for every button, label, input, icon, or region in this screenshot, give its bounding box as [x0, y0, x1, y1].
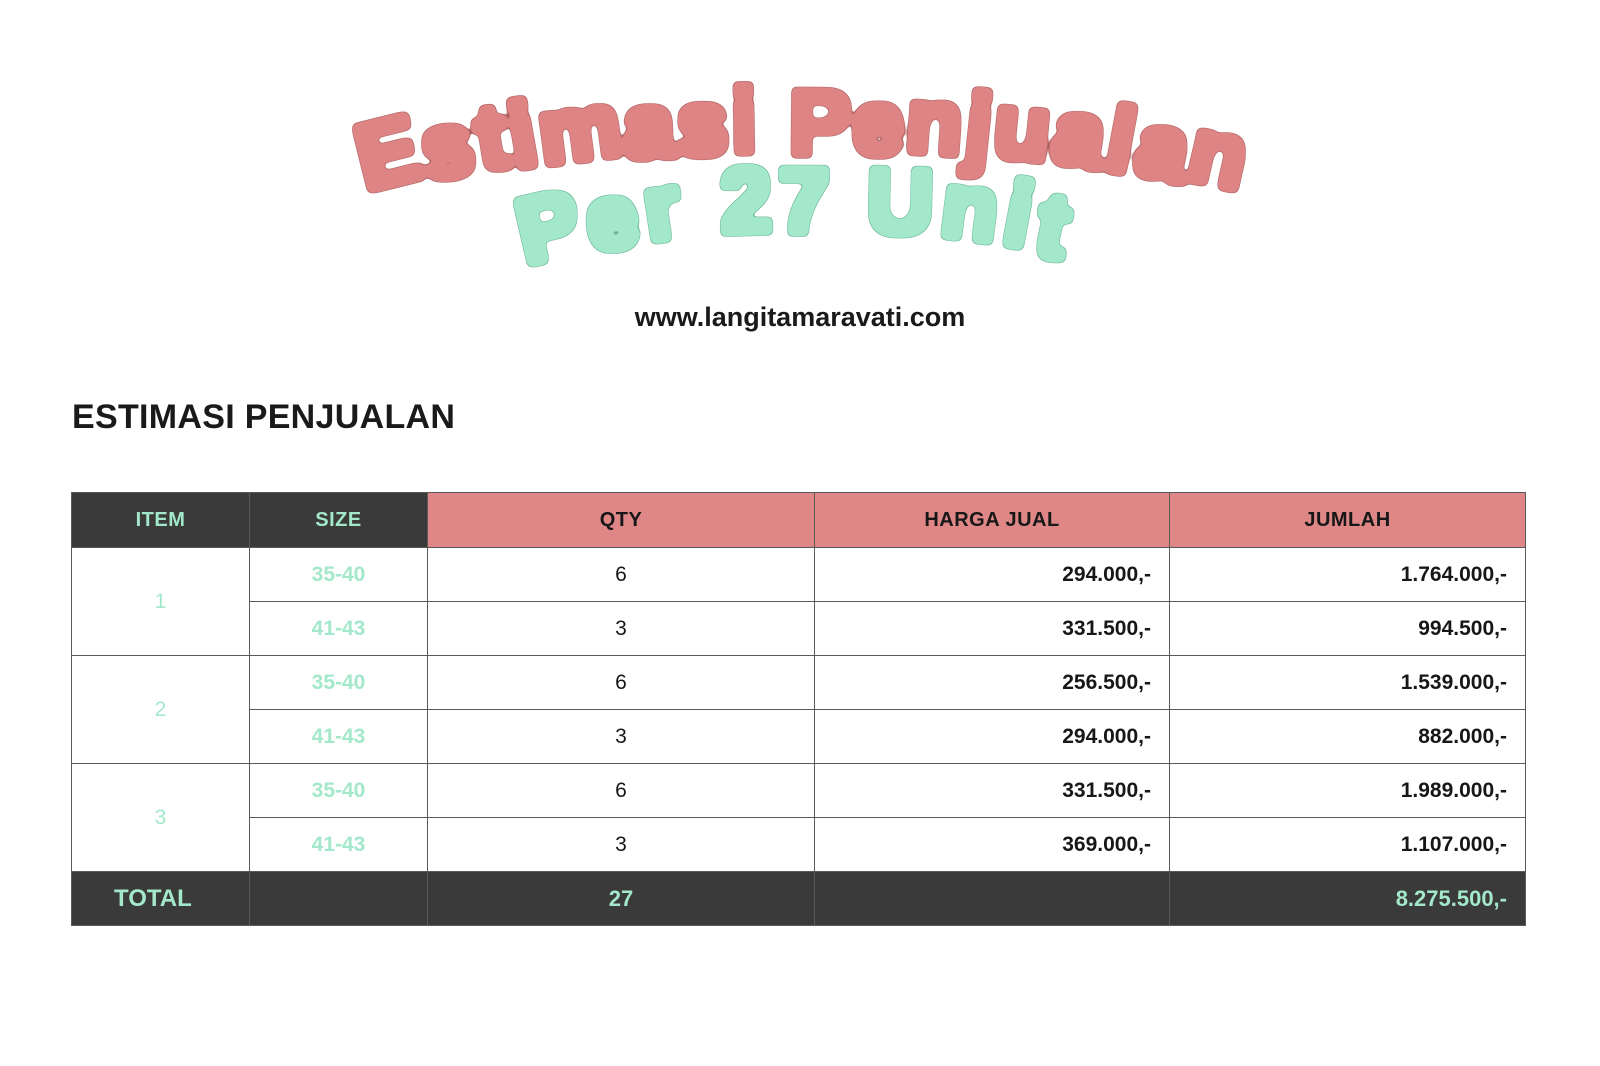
svg-text:P: P: [507, 171, 590, 284]
svg-text:n: n: [936, 153, 1005, 261]
svg-text:U: U: [866, 150, 935, 254]
svg-text:e: e: [576, 163, 646, 273]
svg-text:7: 7: [778, 150, 830, 252]
svg-text:2: 2: [719, 149, 773, 252]
